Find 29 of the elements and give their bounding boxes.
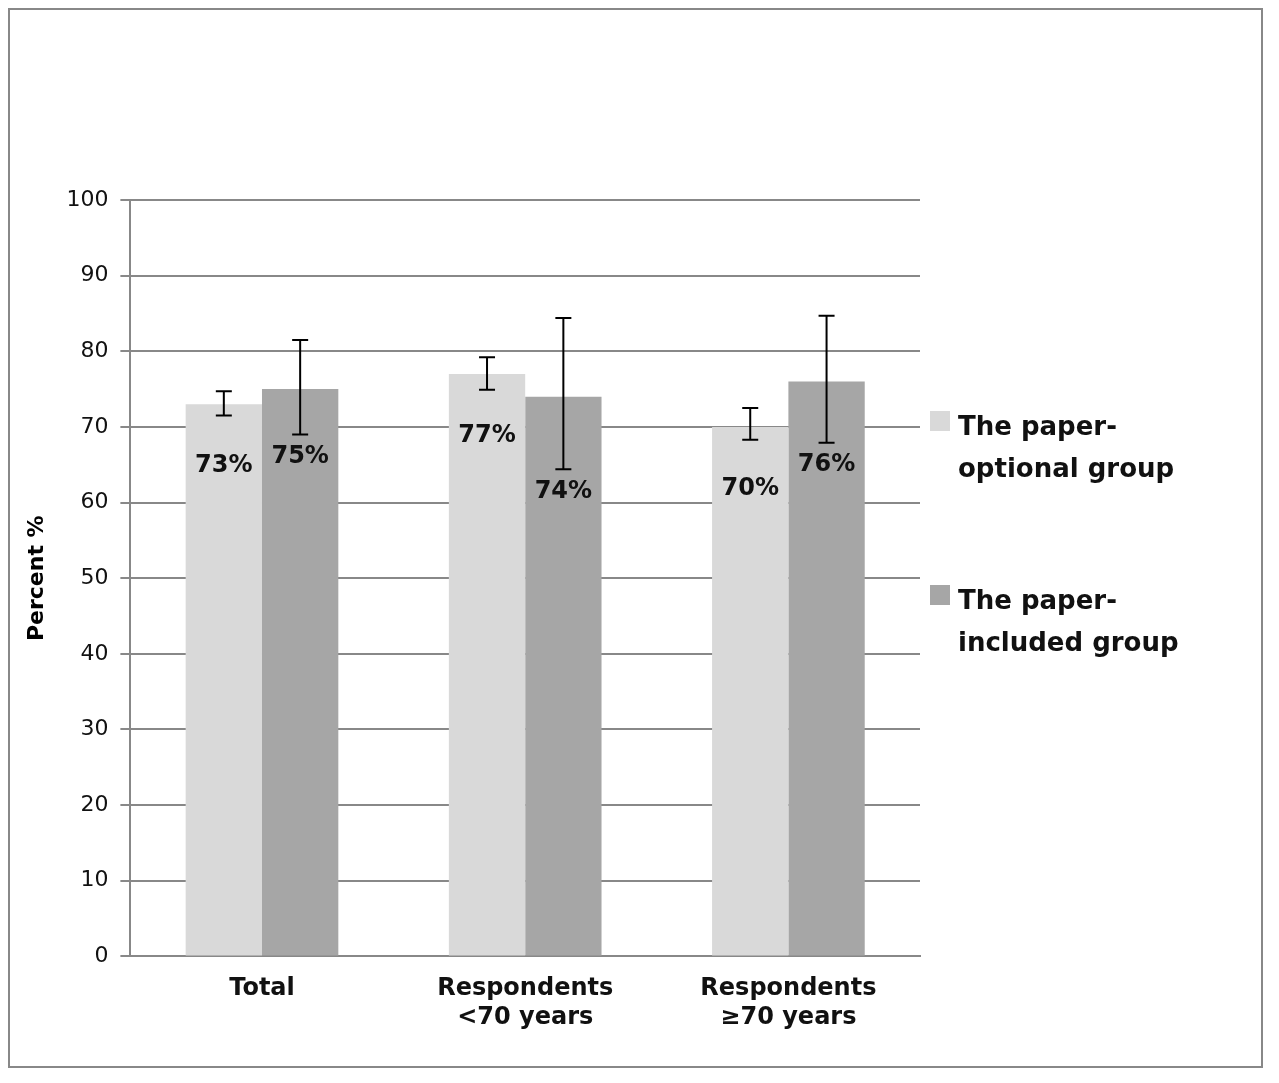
y-tick-label: 10 bbox=[80, 866, 109, 892]
y-tick-label: 0 bbox=[94, 942, 109, 968]
y-tick-label: 30 bbox=[80, 715, 109, 741]
data-label: 76% bbox=[797, 449, 856, 478]
data-label: 75% bbox=[271, 440, 329, 469]
y-tick-label: 90 bbox=[80, 261, 109, 287]
bar bbox=[261, 389, 339, 956]
x-tick-label: Total bbox=[229, 973, 295, 1002]
legend-label: The paper-optional group bbox=[958, 410, 1176, 485]
legend-label: The paper-included group bbox=[958, 584, 1180, 659]
bar bbox=[525, 396, 602, 956]
y-tick-label: 50 bbox=[80, 563, 109, 589]
data-label: 74% bbox=[534, 475, 593, 504]
data-label: 77% bbox=[458, 420, 516, 449]
y-tick-label: 40 bbox=[80, 639, 109, 665]
y-tick-label: 20 bbox=[80, 790, 109, 816]
bar bbox=[788, 381, 865, 956]
bar bbox=[448, 373, 526, 956]
bar bbox=[712, 426, 789, 956]
data-label: 73% bbox=[195, 450, 253, 479]
data-label: 70% bbox=[721, 473, 779, 502]
y-tick-label: 100 bbox=[66, 185, 109, 211]
y-tick-label: 70 bbox=[80, 412, 109, 438]
y-tick-label: 80 bbox=[80, 337, 109, 362]
x-tick-label: Respondents <70 years bbox=[437, 973, 614, 1030]
x-tick-label: Respondents ≥70 years bbox=[700, 973, 877, 1030]
y-tick-label: 60 bbox=[80, 488, 109, 514]
bar bbox=[185, 404, 262, 956]
y-axis-title: Percent % bbox=[22, 515, 48, 642]
